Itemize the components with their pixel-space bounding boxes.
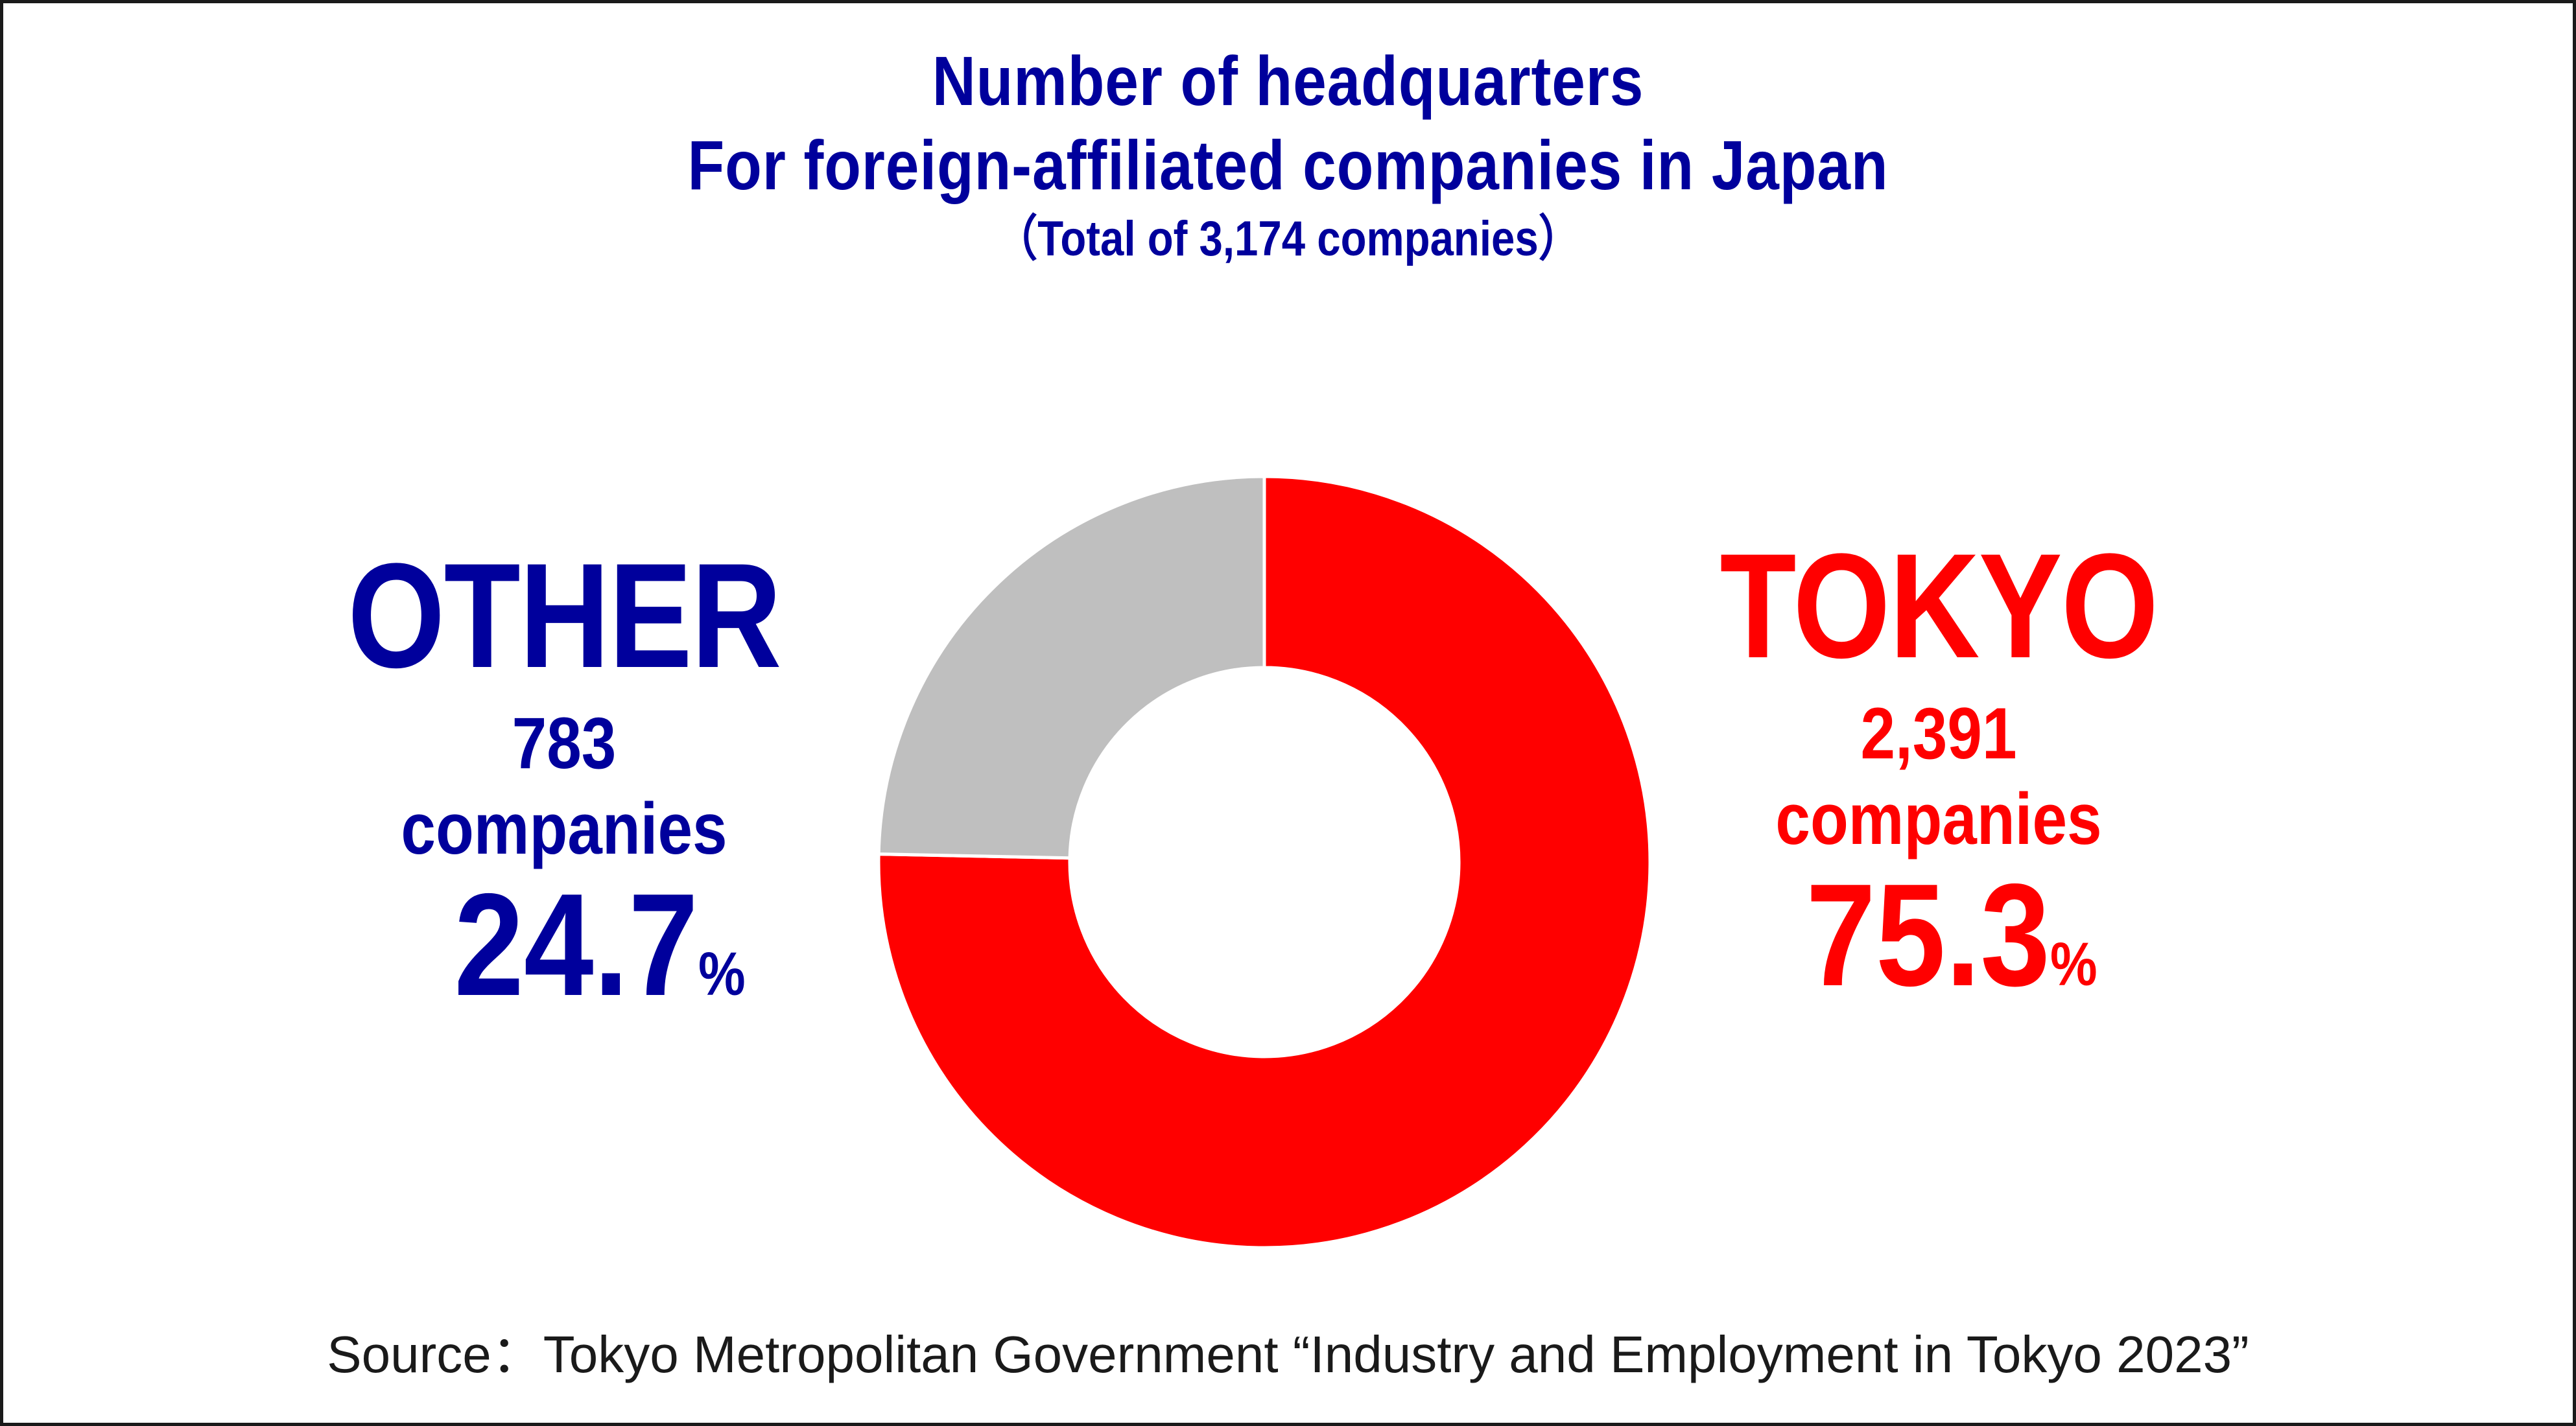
slice-other: [877, 474, 1266, 860]
title-line-1: Number of headquarters: [932, 41, 1644, 120]
tokyo-percent-sign: %: [2050, 930, 2097, 999]
other-unit: companies: [401, 788, 727, 869]
other-percent: 24.7: [454, 863, 698, 1026]
other-label: OTHER 783 companies 24.7%: [305, 541, 823, 1018]
tokyo-label: TOKYO 2,391 companies 75.3%: [1673, 532, 2204, 1008]
tokyo-count: 2,391: [1860, 693, 2017, 774]
chart-title: Number of headquarters For foreign-affil…: [0, 39, 2576, 268]
donut-chart: [877, 474, 1652, 1250]
tokyo-percent: 75.3: [1806, 853, 2050, 1016]
tokyo-percent-row: 75.3%: [1734, 862, 2169, 1008]
other-name: OTHER: [348, 532, 781, 699]
source-note: Source：Tokyo Metropolitan Government “In…: [327, 1326, 2249, 1383]
title-total: （Total of 3,174 companies）: [995, 211, 1581, 267]
tokyo-unit: companies: [1775, 778, 2102, 859]
tokyo-name: TOKYO: [1719, 522, 2158, 689]
title-line-2: For foreign-affiliated companies in Japa…: [687, 125, 1889, 204]
other-percent-sign: %: [698, 940, 746, 1009]
other-count: 783: [512, 703, 617, 784]
other-percent-row: 24.7%: [407, 872, 792, 1018]
slice-tokyo: [877, 474, 1652, 1250]
